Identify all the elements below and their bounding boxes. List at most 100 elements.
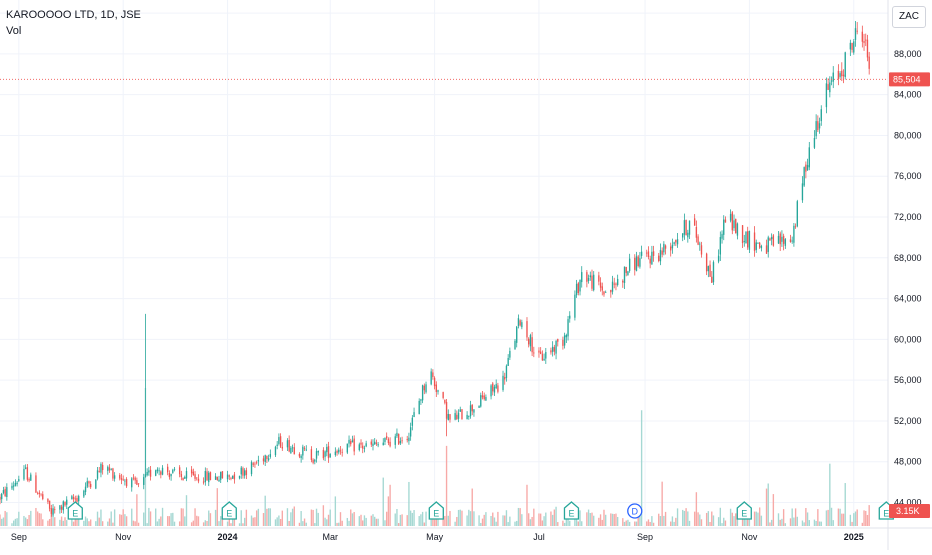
candle-body — [758, 242, 761, 248]
candle-body — [437, 390, 439, 392]
volume-bar — [801, 520, 804, 526]
volume-bar — [627, 519, 629, 526]
volume-bar — [302, 521, 304, 526]
x-axis[interactable]: Sep Nov 2024 Mar May Jul Sep Nov 2025 — [11, 532, 864, 542]
volume-bar — [820, 521, 822, 526]
volume-legend[interactable]: Vol — [6, 25, 22, 37]
candle-body — [837, 70, 840, 79]
candle-body — [149, 469, 152, 477]
volume-bar — [637, 513, 639, 526]
y-tick-label: 76,000 — [894, 171, 922, 181]
candle-body — [346, 443, 349, 453]
candle-body — [765, 245, 768, 254]
volume-bar — [589, 513, 591, 526]
candle-body — [276, 444, 278, 446]
candle-body — [538, 350, 540, 353]
y-tick-label: 44,000 — [894, 498, 922, 508]
volume-bar — [202, 522, 205, 526]
volume-bar — [830, 507, 833, 526]
candle-body — [469, 405, 472, 417]
candle-body — [432, 372, 434, 378]
candle-body — [360, 442, 362, 445]
earnings-marker-label: E — [72, 509, 78, 519]
price-axis-panel — [888, 0, 932, 550]
candle-body — [202, 481, 205, 483]
candle-body — [586, 272, 588, 282]
candle-body — [681, 233, 684, 238]
volume-bar — [146, 523, 148, 526]
volume-bar — [516, 520, 518, 526]
volume-bar — [717, 517, 720, 526]
volume-bar — [218, 521, 220, 526]
candle-body — [671, 244, 674, 249]
volume-bar — [605, 514, 607, 526]
candle-body — [581, 272, 583, 283]
candle-body — [445, 402, 448, 419]
candle-body — [815, 121, 817, 137]
volume-bar — [240, 510, 242, 526]
volume-bar — [88, 521, 90, 526]
volume-bar — [673, 521, 675, 526]
volume-bar — [197, 516, 200, 526]
candle-body — [240, 467, 242, 475]
symbol-title[interactable]: KAROOOOO LTD, 1D, JSE — [6, 9, 141, 21]
candle-body — [220, 471, 222, 480]
volume-bar — [421, 511, 424, 526]
candle-body — [315, 451, 318, 459]
volume-bar — [341, 520, 343, 526]
volume-bar — [264, 495, 266, 526]
candle-body — [28, 479, 30, 481]
volume-bar — [670, 521, 672, 526]
candle-body — [293, 447, 295, 455]
volume-bar — [731, 512, 733, 526]
candle-body — [84, 486, 87, 493]
volume-bar — [89, 519, 92, 526]
candle-body — [40, 493, 42, 495]
volume-bar — [293, 506, 295, 526]
volume-bar — [233, 517, 236, 526]
volume-bar — [469, 511, 472, 526]
y-tick-label: 84,000 — [894, 90, 922, 100]
volume-bar — [216, 488, 218, 526]
candle-body — [473, 409, 475, 413]
volume-bar — [305, 522, 307, 526]
candle-body — [4, 489, 6, 497]
candle-body — [637, 256, 639, 267]
candle-body — [757, 242, 759, 244]
candle-body — [748, 230, 751, 250]
candle-body — [509, 350, 511, 358]
volume-bar — [401, 514, 403, 526]
volume-bar — [137, 522, 140, 526]
volume-bar — [353, 512, 355, 526]
candle-body — [769, 238, 771, 241]
volume-bar — [457, 509, 460, 526]
volume-bar — [396, 508, 398, 526]
candle-body — [827, 84, 829, 90]
candle-body — [599, 282, 602, 288]
candle-body — [250, 462, 253, 475]
volume-bar — [351, 513, 354, 526]
candle-body — [385, 436, 388, 439]
candle-body — [230, 478, 232, 479]
y-tick-label: 52,000 — [894, 416, 922, 426]
volume-bar — [432, 514, 434, 526]
volume-bar — [601, 519, 603, 526]
currency-button[interactable]: ZAC — [892, 6, 926, 28]
candle-body — [322, 449, 325, 459]
candle-body — [673, 242, 675, 244]
volume-bar — [502, 515, 504, 526]
candle-body — [435, 384, 437, 392]
candle-body — [101, 464, 104, 471]
volume-bar — [48, 518, 51, 526]
candle-body — [238, 475, 241, 479]
earnings-marker-label: E — [741, 509, 747, 519]
volume-bar — [226, 521, 229, 526]
candle-body — [505, 365, 508, 378]
volume-bar — [856, 509, 858, 526]
volume-bar — [266, 508, 268, 526]
volume-bar — [613, 514, 615, 526]
candle-body — [384, 437, 386, 442]
